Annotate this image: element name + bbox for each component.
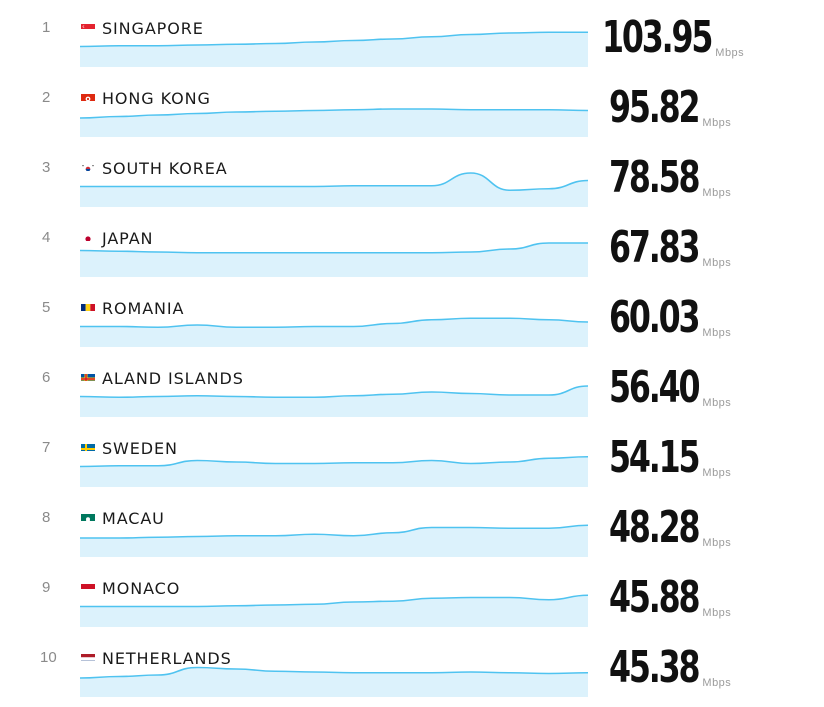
speed-value: 45.38 — [609, 646, 698, 690]
speed-value: 103.95 — [602, 16, 711, 60]
speed-trend-sparkline — [78, 447, 594, 487]
speed-trend-sparkline — [78, 657, 594, 697]
sparkline-area — [80, 595, 588, 627]
speed-value: 54.15 — [609, 436, 698, 480]
speed-trend-sparkline — [78, 237, 594, 277]
sparkline-area — [80, 386, 588, 417]
speed-trend-sparkline — [78, 97, 594, 137]
speed-trend-sparkline — [78, 517, 594, 557]
speed-value: 45.88 — [609, 576, 698, 620]
speed-unit: Mbps — [702, 257, 731, 269]
speed-unit: Mbps — [702, 397, 731, 409]
speed-unit: Mbps — [702, 187, 731, 199]
speed-unit: Mbps — [702, 537, 731, 549]
speed-value: 60.03 — [609, 296, 698, 340]
rank-number: 9 — [42, 579, 50, 596]
speed-value: 78.58 — [609, 156, 698, 200]
rank-number: 10 — [40, 649, 57, 666]
speed-trend-sparkline — [78, 307, 594, 347]
speed-trend-sparkline — [78, 377, 594, 417]
rank-number: 4 — [42, 229, 50, 246]
sparkline-area — [80, 243, 588, 277]
rank-number: 7 — [42, 439, 50, 456]
rank-number: 1 — [42, 19, 50, 36]
speed-value: 48.28 — [609, 506, 698, 550]
sparkline-area — [80, 525, 588, 557]
speed-unit: Mbps — [702, 607, 731, 619]
speed-value: 56.40 — [609, 366, 698, 410]
speed-unit: Mbps — [702, 117, 731, 129]
speed-trend-sparkline — [78, 167, 594, 207]
speed-unit: Mbps — [715, 47, 744, 59]
sparkline-area — [80, 318, 588, 347]
sparkline-area — [80, 109, 588, 137]
speed-unit: Mbps — [702, 327, 731, 339]
rank-number: 2 — [42, 89, 50, 106]
speed-unit: Mbps — [702, 467, 731, 479]
speed-trend-sparkline — [78, 587, 594, 627]
speed-value: 95.82 — [609, 86, 698, 130]
rank-number: 3 — [42, 159, 50, 176]
rank-number: 6 — [42, 369, 50, 386]
speed-value: 67.83 — [609, 226, 698, 270]
sparkline-area — [80, 32, 588, 67]
rank-number: 8 — [42, 509, 50, 526]
speed-trend-sparkline — [78, 27, 594, 67]
speed-unit: Mbps — [702, 677, 731, 689]
sparkline-line — [80, 386, 588, 397]
rank-number: 5 — [42, 299, 50, 316]
